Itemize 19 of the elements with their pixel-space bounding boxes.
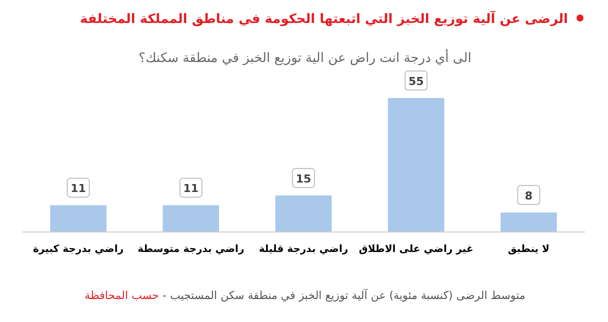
x-tick-label: راضي بدرجة متوسطة — [138, 244, 244, 255]
text: متوسط الرضى (كنسبة مئوية) عن آلية توزيع الخبز في منطقة سكن المستجيب - — [162, 288, 526, 302]
chart-title: الرضى عن آلية توزيع الخبز التي اتبعتها الحكومة في مناطق المملكة المختلفة — [80, 10, 568, 27]
chart-subtitle: الى أي درجة انت راض عن الية توزيع الخبز في منطقة سكنك؟ — [138, 49, 472, 66]
data-label: 8 — [524, 190, 533, 203]
bar — [500, 212, 557, 232]
data-label: 15 — [296, 172, 312, 186]
data-label: 55 — [408, 75, 424, 88]
bar — [162, 205, 220, 232]
x-tick-label: لا ينطبق — [508, 244, 550, 255]
x-tick-label: راضي بدرجة قليلة — [258, 244, 348, 255]
data-label: 11 — [183, 182, 199, 196]
text: حسب المحافظة — [84, 289, 162, 302]
x-tick-label: راضي بدرجة كبيرة — [33, 244, 124, 255]
bar — [275, 195, 332, 232]
data-label: 11 — [70, 182, 86, 196]
x-tick-label: غير راضي على الاطلاق — [358, 244, 474, 255]
bar — [50, 205, 106, 232]
bar — [388, 98, 444, 232]
